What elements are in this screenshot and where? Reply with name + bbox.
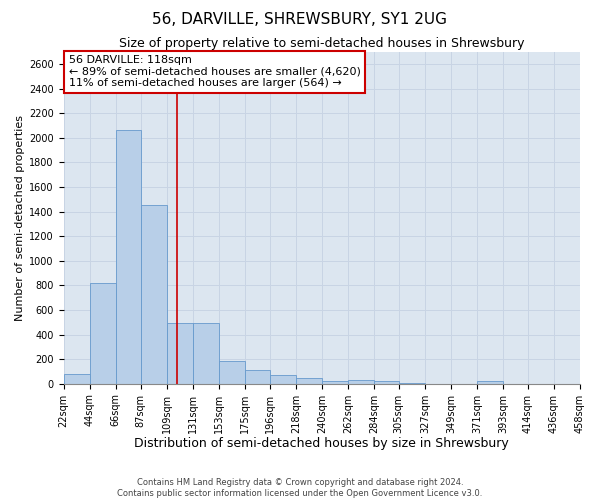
Bar — [167, 324, 193, 384]
Bar — [270, 374, 296, 384]
Bar — [348, 380, 374, 384]
Bar — [89, 283, 116, 384]
Bar — [374, 380, 399, 384]
Bar — [399, 383, 425, 384]
Y-axis label: Number of semi-detached properties: Number of semi-detached properties — [15, 114, 25, 320]
Bar — [296, 378, 322, 384]
Bar — [140, 206, 167, 384]
Bar — [245, 370, 270, 384]
Bar — [193, 324, 219, 384]
Bar — [322, 380, 348, 384]
Title: Size of property relative to semi-detached houses in Shrewsbury: Size of property relative to semi-detach… — [119, 38, 524, 51]
X-axis label: Distribution of semi-detached houses by size in Shrewsbury: Distribution of semi-detached houses by … — [134, 437, 509, 450]
Bar — [116, 130, 140, 384]
Bar — [477, 380, 503, 384]
Bar — [64, 374, 89, 384]
Text: 56 DARVILLE: 118sqm
← 89% of semi-detached houses are smaller (4,620)
11% of sem: 56 DARVILLE: 118sqm ← 89% of semi-detach… — [69, 55, 361, 88]
Bar — [219, 361, 245, 384]
Text: 56, DARVILLE, SHREWSBURY, SY1 2UG: 56, DARVILLE, SHREWSBURY, SY1 2UG — [152, 12, 448, 28]
Text: Contains HM Land Registry data © Crown copyright and database right 2024.
Contai: Contains HM Land Registry data © Crown c… — [118, 478, 482, 498]
